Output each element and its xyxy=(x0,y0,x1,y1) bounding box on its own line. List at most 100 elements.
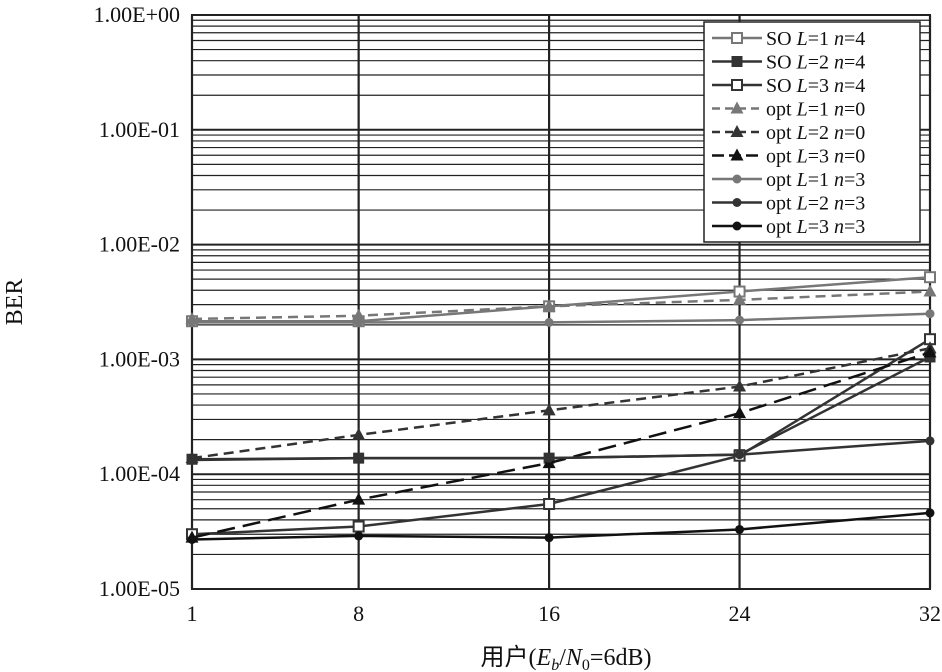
x-axis-title-b: b xyxy=(551,657,559,672)
x-tick-label: 32 xyxy=(919,601,941,626)
x-tick-labels: 1 8 16 24 32 xyxy=(187,601,942,626)
y-tick-label: 1.00E-03 xyxy=(99,346,180,371)
series-8 xyxy=(187,436,935,465)
series-6 xyxy=(185,345,937,543)
legend-label-part: L xyxy=(796,52,808,74)
y-tick-label: 1.00E-01 xyxy=(99,117,180,142)
legend-label-part: =1 xyxy=(808,28,834,50)
series-line xyxy=(191,439,931,462)
legend-label-part: opt xyxy=(766,216,797,238)
series-line xyxy=(192,275,931,323)
triangle-marker xyxy=(733,379,747,392)
dot-marker xyxy=(544,453,554,463)
dot-marker xyxy=(732,198,742,207)
x-tick-label: 16 xyxy=(538,601,560,626)
series-line xyxy=(191,511,931,541)
dot-marker xyxy=(187,317,197,327)
legend-label-part: L xyxy=(796,75,808,97)
legend-label-part: L xyxy=(796,193,808,215)
series-7 xyxy=(187,309,935,327)
y-tick-label: 1.00E-02 xyxy=(99,232,180,257)
legend-label: opt L=3 n=0 xyxy=(766,146,865,168)
legend-label-part: =1 xyxy=(808,99,834,121)
legend-item: opt L=2 n=0 xyxy=(712,122,865,144)
series-line xyxy=(191,351,931,539)
x-axis-title-slash: / xyxy=(559,645,566,671)
legend-label: SO L=2 n=4 xyxy=(766,52,865,74)
legend-label: opt L=3 n=3 xyxy=(766,216,865,238)
legend-label-part: =3 xyxy=(844,169,865,191)
square-marker xyxy=(543,498,556,511)
legend-label-part: L xyxy=(796,216,808,238)
legend-label-part: opt xyxy=(766,122,797,144)
legend-label: opt L=2 n=3 xyxy=(766,193,865,215)
dot-marker xyxy=(925,508,935,518)
legend-label-part: n xyxy=(834,193,844,215)
legend-label: opt L=1 n=3 xyxy=(766,169,865,191)
legend-label-part: =4 xyxy=(844,75,865,97)
legend-label-part: opt xyxy=(766,99,797,121)
legend-label-part: opt xyxy=(766,146,797,168)
y-tick-label: 1.00E+00 xyxy=(94,2,180,27)
dot-marker xyxy=(354,453,364,463)
dot-marker xyxy=(187,455,197,465)
square-marker xyxy=(352,520,365,533)
dot-marker xyxy=(732,174,742,184)
x-axis-title: 用户(Eb/N0=6dB) xyxy=(481,644,652,672)
legend-item: opt L=3 n=3 xyxy=(712,216,865,238)
x-axis-title-n: N xyxy=(565,645,584,671)
x-axis-title-suffix: =6dB) xyxy=(590,645,652,671)
legend-label-part: n xyxy=(834,28,844,50)
legend-label-part: =1 xyxy=(808,169,834,191)
series-line xyxy=(191,338,931,536)
series-5 xyxy=(185,341,937,464)
legend-item: SO L=1 n=4 xyxy=(712,28,865,50)
y-axis-title: BER xyxy=(2,279,28,326)
legend-label-part: =2 xyxy=(808,122,834,144)
square-marker xyxy=(924,271,936,284)
legend-item: SO L=3 n=4 xyxy=(712,75,865,97)
legend-label-part: SO xyxy=(766,75,797,97)
legend-label-part: n xyxy=(834,75,844,97)
square-marker xyxy=(731,56,743,67)
legend-label-part: =4 xyxy=(844,28,865,50)
series-layer xyxy=(185,271,937,544)
legend-label: SO L=3 n=4 xyxy=(766,75,865,97)
legend-label-part: =3 xyxy=(808,216,834,238)
x-tick-label: 1 xyxy=(187,601,198,626)
legend-label-part: =3 xyxy=(844,216,865,238)
legend-item: opt L=1 n=3 xyxy=(712,169,865,191)
triangle-marker xyxy=(730,125,744,137)
triangle-marker xyxy=(923,345,937,358)
dot-marker xyxy=(735,524,745,534)
legend-label-part: n xyxy=(834,122,844,144)
legend-label-part: L xyxy=(796,146,808,168)
triangle-marker xyxy=(352,308,366,321)
legend-item: opt L=3 n=0 xyxy=(712,146,865,168)
legend-label-part: =0 xyxy=(844,146,865,168)
legend-label-part: n xyxy=(834,216,844,238)
legend-label-part: =2 xyxy=(808,193,834,215)
legend-item: opt L=2 n=3 xyxy=(712,193,865,215)
legend-label-part: =2 xyxy=(808,52,834,74)
legend-label: opt L=2 n=0 xyxy=(766,122,865,144)
series-9 xyxy=(187,508,935,544)
triangle-marker xyxy=(923,284,937,297)
y-tick-label: 1.00E-04 xyxy=(99,461,180,486)
legend-label-part: n xyxy=(834,52,844,74)
dot-marker xyxy=(544,317,554,327)
y-tick-labels: 1.00E+00 1.00E-01 1.00E-02 1.00E-03 1.00E-04… xyxy=(94,2,180,601)
dot-marker xyxy=(735,315,745,325)
dot-marker xyxy=(925,309,935,319)
dot-marker xyxy=(732,221,742,231)
legend-label-part: opt xyxy=(766,193,797,215)
y-tick-label: 1.00E-05 xyxy=(99,576,180,601)
square-marker xyxy=(731,32,743,44)
dot-marker xyxy=(925,436,935,446)
legend-label-part: L xyxy=(796,169,808,191)
x-tick-label: 8 xyxy=(353,601,364,626)
triangle-marker xyxy=(733,406,747,419)
dot-marker xyxy=(354,317,364,327)
legend-label-part: =3 xyxy=(844,193,865,215)
